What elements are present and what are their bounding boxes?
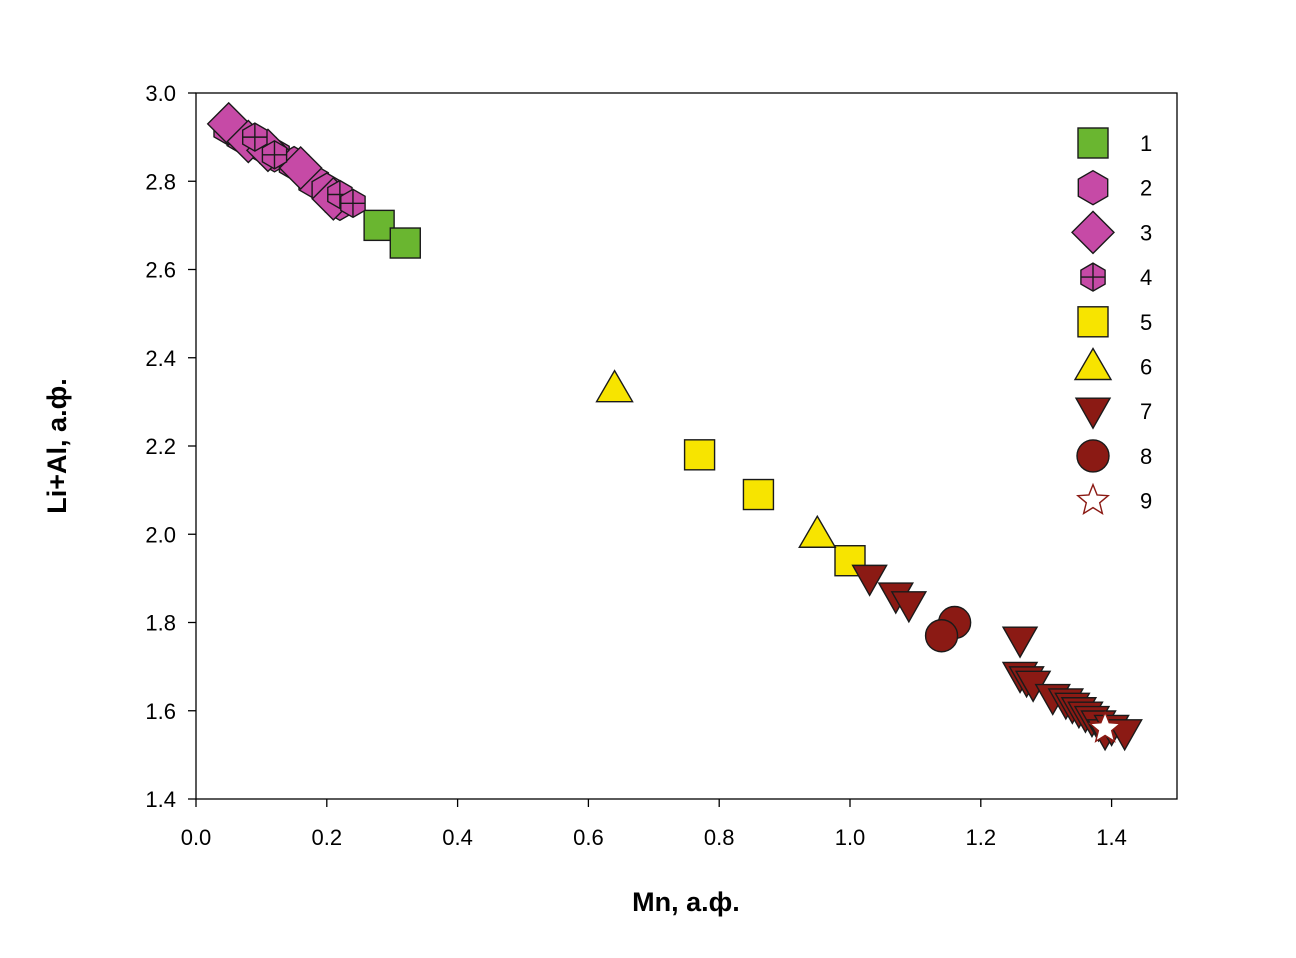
legend-label-1: 1 [1140, 131, 1152, 156]
data-point-series-4 [261, 139, 288, 170]
legend-label-2: 2 [1140, 176, 1152, 201]
data-point-series-7 [1001, 626, 1039, 659]
x-tick-label: 0.4 [442, 825, 473, 850]
y-tick-label: 2.2 [145, 434, 176, 459]
x-tick-label: 1.0 [835, 825, 866, 850]
x-tick-label: 0.8 [704, 825, 735, 850]
x-tick-label: 1.4 [1096, 825, 1127, 850]
y-tick-label: 2.6 [145, 258, 176, 283]
legend-marker-1 [1077, 127, 1109, 159]
y-tick-label: 1.6 [145, 699, 176, 724]
legend-marker-6 [1073, 347, 1113, 381]
legend-marker-4 [1080, 262, 1106, 292]
legend-marker-2 [1077, 169, 1109, 206]
legend-label-9: 9 [1140, 489, 1152, 514]
legend-marker-8 [1076, 439, 1110, 473]
y-tick-label: 1.8 [145, 611, 176, 636]
legend-marker-3 [1071, 210, 1115, 255]
data-point-series-7 [851, 564, 888, 597]
data-points [206, 101, 1143, 752]
legend-label-6: 6 [1140, 355, 1152, 380]
legend-marker-5 [1077, 306, 1109, 338]
legend-label-5: 5 [1140, 310, 1152, 335]
y-tick-label: 2.4 [145, 346, 176, 371]
y-tick-label: 1.4 [145, 787, 176, 812]
data-point-series-8 [924, 619, 959, 653]
data-point-series-9 [1088, 710, 1123, 743]
data-point-series-6 [798, 514, 837, 548]
legend-marker-7 [1074, 397, 1112, 430]
data-point-series-7 [890, 591, 928, 624]
legend-label-3: 3 [1140, 220, 1152, 245]
legend-label-4: 4 [1140, 265, 1152, 290]
x-tick-label: 0.6 [573, 825, 604, 850]
legend: 1 2 3 4 5 6 7 8 9 [1071, 127, 1152, 516]
y-tick-label: 3.0 [145, 81, 176, 106]
x-axis: 0.0 0.2 0.4 0.6 0.8 1.0 1.2 1.4 [181, 799, 1127, 850]
legend-label-7: 7 [1140, 399, 1152, 424]
y-axis-title: Li+Al, а.ф. [42, 378, 72, 513]
y-axis: 1.4 1.6 1.8 2.0 2.2 2.4 2.6 2.8 3.0 [145, 81, 196, 812]
data-point-series-1 [363, 209, 395, 242]
data-point-series-5 [683, 439, 716, 471]
data-point-series-5 [742, 478, 775, 511]
legend-marker-9 [1076, 482, 1110, 516]
legend-label-8: 8 [1140, 444, 1152, 469]
data-point-series-4 [241, 122, 268, 152]
data-point-series-4 [340, 188, 366, 219]
x-tick-label: 0.2 [312, 825, 343, 850]
data-point-series-1 [389, 227, 421, 259]
y-tick-label: 2.8 [145, 169, 176, 194]
x-tick-label: 1.2 [966, 825, 997, 850]
data-point-series-6 [595, 369, 634, 403]
x-tick-label: 0.0 [181, 825, 212, 850]
y-tick-label: 2.0 [145, 522, 176, 547]
x-axis-title: Mn, а.ф. [632, 887, 740, 917]
